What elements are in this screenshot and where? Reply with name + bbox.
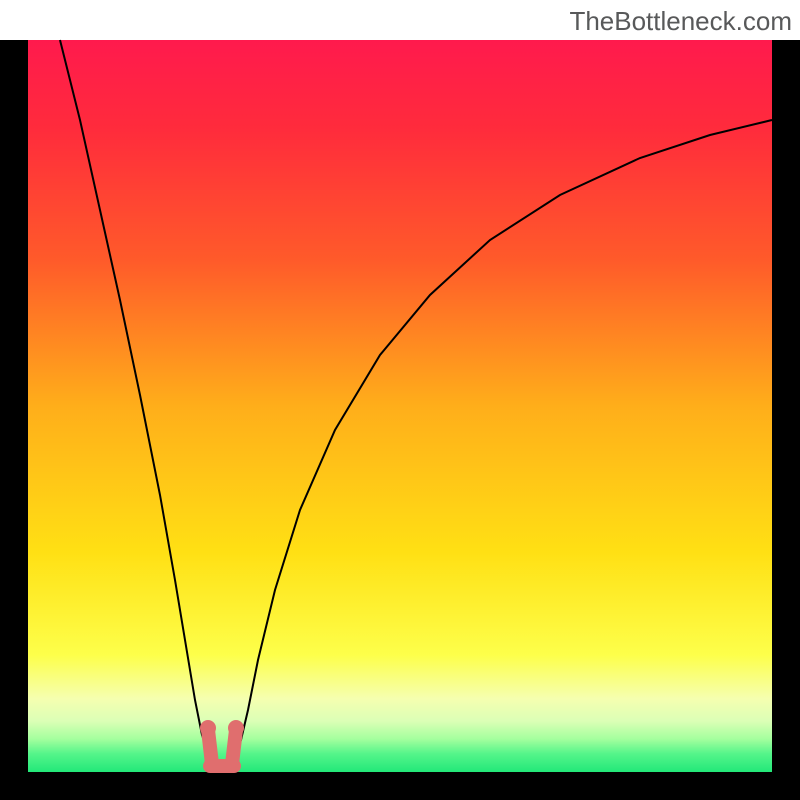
marker-dot-right: [228, 720, 244, 736]
marker-stem-left: [208, 730, 212, 764]
chart-stage: TheBottleneck.com: [0, 0, 800, 800]
marker-stem-right: [232, 730, 236, 764]
gradient-fill: [28, 40, 772, 772]
border-right: [772, 40, 800, 800]
border-bottom: [0, 772, 800, 800]
curve-right: [236, 120, 772, 752]
marker-dot-left: [200, 720, 216, 736]
curve-left: [60, 40, 208, 752]
plot-svg: [0, 0, 800, 800]
minimum-marker: [200, 720, 244, 766]
border-left: [0, 40, 28, 800]
watermark-text: TheBottleneck.com: [569, 6, 792, 37]
